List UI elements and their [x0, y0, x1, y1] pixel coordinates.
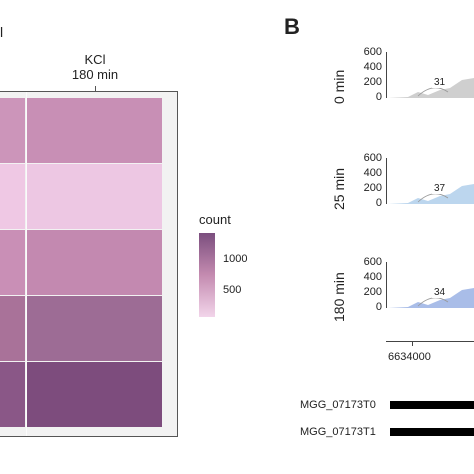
track-y-tick-label: 600 — [363, 46, 382, 58]
facet-label: KCl 180 min — [50, 52, 140, 82]
track-y-tick-label: 0 — [375, 197, 382, 209]
x-axis-tick-label: 6634000 — [388, 351, 431, 363]
facet-label-line2: 180 min — [71, 67, 119, 82]
heatmap-cell — [27, 362, 162, 427]
legend-title: count — [199, 212, 231, 227]
track-y-tick-label: 0 — [375, 91, 382, 103]
track-y-tick-label: 200 — [363, 76, 382, 88]
coverage-area — [388, 288, 474, 308]
junction-count: 37 — [432, 183, 448, 194]
track-y-tick-label: 400 — [363, 167, 382, 179]
legend-colorbar — [199, 233, 215, 317]
heatmap-cell — [0, 164, 25, 229]
transcript-label-1: MGG_07173T0 — [300, 399, 376, 411]
track-y-tick-label: 0 — [375, 301, 382, 313]
heatmap-cell — [0, 98, 25, 163]
coverage-area — [388, 184, 474, 204]
heatmap-cell — [0, 230, 25, 295]
panel-a-stray-label: l — [0, 24, 4, 40]
track-time-label: 25 min — [331, 167, 347, 210]
legend-tick-1000 — [215, 260, 219, 261]
track-y-tick-label: 400 — [363, 271, 382, 283]
transcript-label-2: MGG_07173T1 — [300, 426, 376, 438]
track-y-axis — [386, 158, 387, 204]
junction-count: 31 — [432, 77, 448, 88]
transcript-bar-1 — [390, 401, 474, 409]
panel-b-label: B — [284, 14, 300, 39]
heatmap-cell — [0, 296, 25, 361]
legend-label-1000: 1000 — [223, 253, 248, 265]
legend-label-500: 500 — [223, 284, 242, 296]
track-time-label: 180 min — [331, 272, 347, 322]
coverage-area — [388, 78, 474, 98]
track-y-axis — [386, 262, 387, 308]
facet-tick — [95, 86, 96, 91]
transcript-bar-2 — [390, 428, 474, 436]
heatmap-cell — [27, 230, 162, 295]
heatmap-cell — [27, 296, 162, 361]
track-y-tick-label: 600 — [363, 152, 382, 164]
x-axis-tick — [412, 341, 413, 346]
heatmap-cell — [0, 362, 25, 427]
track-y-axis — [386, 52, 387, 98]
heatmap-gridline — [26, 92, 27, 436]
heatmap-panel — [0, 91, 178, 437]
junction-count: 34 — [432, 287, 448, 298]
facet-label-line1: KCl — [84, 52, 106, 67]
x-axis-line — [386, 341, 474, 342]
heatmap-cell — [27, 164, 162, 229]
legend-tick-500 — [215, 291, 219, 292]
track-y-tick-label: 200 — [363, 286, 382, 298]
track-y-tick-label: 400 — [363, 61, 382, 73]
track-y-tick-label: 600 — [363, 256, 382, 268]
track-time-label: 0 min — [331, 69, 347, 104]
heatmap-cell — [27, 98, 162, 163]
track-y-tick-label: 200 — [363, 182, 382, 194]
